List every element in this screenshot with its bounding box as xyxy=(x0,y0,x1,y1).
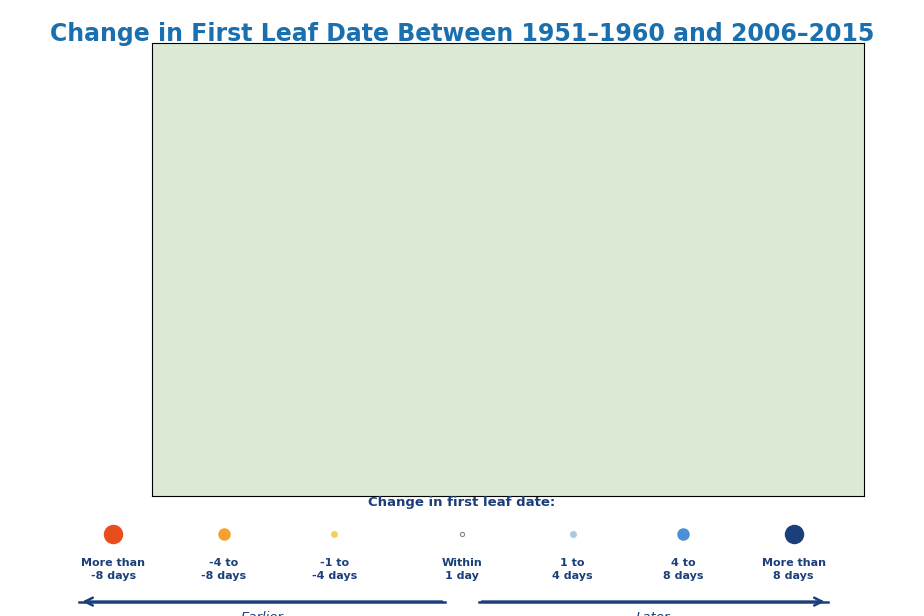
Text: More than
-8 days: More than -8 days xyxy=(81,558,145,581)
Text: Change in first leaf date:: Change in first leaf date: xyxy=(369,496,555,509)
Text: Earlier: Earlier xyxy=(241,611,284,616)
Text: Later: Later xyxy=(636,611,671,616)
Text: Change in First Leaf Date Between 1951–1960 and 2006–2015: Change in First Leaf Date Between 1951–1… xyxy=(50,22,874,46)
Text: Within
1 day: Within 1 day xyxy=(442,558,482,581)
Text: More than
8 days: More than 8 days xyxy=(761,558,825,581)
Text: -1 to
-4 days: -1 to -4 days xyxy=(312,558,357,581)
Text: -4 to
-8 days: -4 to -8 days xyxy=(201,558,247,581)
Text: 1 to
4 days: 1 to 4 days xyxy=(553,558,593,581)
Text: 4 to
8 days: 4 to 8 days xyxy=(663,558,703,581)
